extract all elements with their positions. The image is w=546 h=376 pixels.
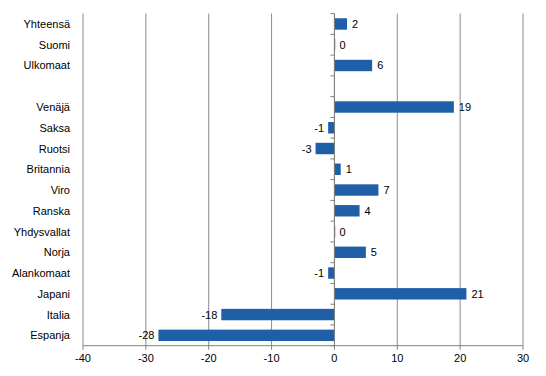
- bar: [334, 60, 372, 71]
- category-label: Britannia: [27, 163, 71, 175]
- data-label: -3: [302, 143, 312, 155]
- bar: [334, 164, 340, 175]
- tick-label: -30: [138, 352, 154, 364]
- tick-label: 10: [391, 352, 403, 364]
- grid-line: [523, 14, 524, 346]
- bar: [334, 184, 378, 195]
- category-label: Yhteensä: [24, 18, 71, 30]
- bar: [334, 288, 466, 299]
- tick-mark: [208, 346, 209, 350]
- bar: [221, 309, 334, 320]
- tick-label: 30: [517, 352, 529, 364]
- category-tick: [330, 262, 334, 263]
- data-label: -28: [139, 329, 155, 341]
- category-tick: [330, 34, 334, 35]
- category-tick: [330, 55, 334, 56]
- chart: -40-30-20-100102030YhteensäSuomiUlkomaat…: [0, 0, 546, 376]
- data-label: 4: [365, 205, 371, 217]
- grid-line: [83, 14, 84, 346]
- tick-label: -20: [201, 352, 217, 364]
- bars: [158, 18, 466, 341]
- category-label: Suomi: [39, 39, 70, 51]
- bar: [334, 18, 347, 29]
- grid-line: [208, 14, 209, 346]
- category-tick: [330, 221, 334, 222]
- data-label: 5: [371, 246, 377, 258]
- category-tick: [330, 158, 334, 159]
- data-label: -1: [314, 122, 324, 134]
- tick-mark: [523, 346, 524, 350]
- bar: [334, 247, 365, 258]
- category-label: Viro: [51, 184, 70, 196]
- bar: [334, 101, 453, 112]
- data-label: 6: [377, 59, 383, 71]
- grid-line: [145, 14, 146, 346]
- category-tick: [330, 283, 334, 284]
- tick-mark: [271, 346, 272, 350]
- category-tick: [330, 179, 334, 180]
- category-label: Saksa: [39, 122, 70, 134]
- x-axis-line: [83, 345, 523, 346]
- tick-label: 0: [331, 352, 337, 364]
- tick-label: -40: [75, 352, 91, 364]
- tick-mark: [145, 346, 146, 350]
- data-label: 0: [339, 39, 345, 51]
- data-label: 0: [339, 226, 345, 238]
- category-tick: [330, 324, 334, 325]
- data-label: 21: [471, 288, 483, 300]
- category-tick: [330, 200, 334, 201]
- bar: [328, 267, 334, 278]
- category-tick: [330, 345, 334, 346]
- tick-label: -10: [264, 352, 280, 364]
- data-label: 19: [459, 101, 471, 113]
- category-tick: [330, 13, 334, 14]
- tick-mark: [83, 346, 84, 350]
- bar: [316, 143, 335, 154]
- bar: [158, 330, 334, 341]
- tick-mark: [334, 346, 335, 350]
- tick-mark: [460, 346, 461, 350]
- category-tick: [330, 75, 334, 76]
- category-label: Italia: [47, 309, 71, 321]
- data-label: -1: [314, 267, 324, 279]
- category-tick: [330, 117, 334, 118]
- category-label: Alankomaat: [12, 267, 70, 279]
- category-tick: [330, 304, 334, 305]
- category-label: Japani: [38, 288, 70, 300]
- data-label: 1: [346, 163, 352, 175]
- category-label: Ruotsi: [39, 143, 70, 155]
- data-label: 7: [383, 184, 389, 196]
- data-label: -18: [201, 309, 217, 321]
- tick-mark: [397, 346, 398, 350]
- category-label: Ulkomaat: [24, 59, 70, 71]
- bar: [334, 205, 359, 216]
- bar: [328, 122, 334, 133]
- category-tick: [330, 96, 334, 97]
- tick-label: 20: [454, 352, 466, 364]
- data-label: 2: [352, 18, 358, 30]
- category-tick: [330, 138, 334, 139]
- category-tick: [330, 241, 334, 242]
- category-label: Ranska: [33, 205, 71, 217]
- category-label: Norja: [44, 246, 71, 258]
- grid-line: [271, 14, 272, 346]
- category-label: Yhdysvallat: [14, 226, 70, 238]
- category-label: Espanja: [30, 329, 71, 341]
- category-label: Venäjä: [36, 101, 71, 113]
